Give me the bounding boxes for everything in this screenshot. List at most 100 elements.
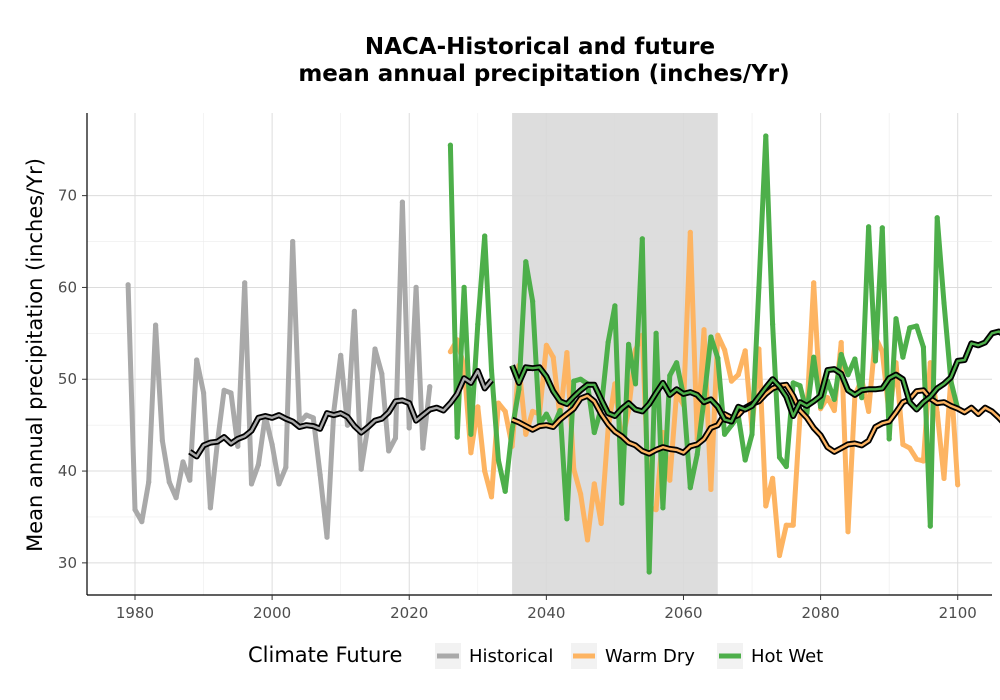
series-point-hot-wet [941, 300, 947, 306]
series-point-warm-dry [564, 350, 570, 356]
series-point-hot-wet [557, 407, 563, 414]
series-point-historical [276, 481, 282, 487]
series-point-hot-wet [907, 325, 913, 331]
series-point-hot-wet [447, 142, 453, 148]
series-point-historical [187, 477, 193, 483]
series-point-warm-dry [824, 395, 831, 401]
series-point-historical [201, 390, 207, 396]
series-point-historical [338, 352, 344, 358]
series-point-hot-wet [914, 323, 920, 329]
series-point-historical [392, 435, 399, 441]
series-point-warm-dry [900, 441, 906, 447]
series-point-hot-wet [461, 284, 467, 290]
series-point-hot-wet [872, 358, 879, 364]
legend-label-hot-wet: Hot Wet [751, 646, 823, 667]
x-tick-label: 2020 [390, 604, 428, 622]
series-point-historical [413, 284, 419, 290]
series-point-historical [153, 322, 159, 328]
y-tick-label: 70 [58, 187, 77, 205]
series-point-warm-dry [914, 456, 920, 462]
series-point-hot-wet [571, 378, 577, 384]
series-point-historical [317, 472, 323, 478]
series-point-warm-dry [667, 477, 673, 483]
y-tick-label: 40 [58, 462, 77, 480]
series-point-hot-wet [612, 303, 618, 309]
series-point-hot-wet [475, 321, 481, 327]
series-point-warm-dry [543, 342, 550, 348]
series-point-historical [283, 464, 289, 470]
series-point-warm-dry [831, 407, 837, 414]
series-point-warm-dry [790, 522, 796, 528]
x-tick-label: 2040 [527, 604, 565, 622]
series-point-historical [358, 466, 364, 472]
series-point-warm-dry [715, 332, 721, 338]
series-point-hot-wet [776, 454, 783, 460]
series-point-historical [242, 280, 248, 286]
series-point-warm-dry [735, 372, 741, 378]
series-point-historical [125, 282, 131, 288]
legend-label-historical: Historical [469, 646, 553, 667]
series-point-hot-wet [783, 463, 789, 470]
series-point-warm-dry [907, 445, 913, 451]
series-point-hot-wet [756, 284, 762, 290]
series-point-warm-dry [530, 408, 536, 414]
chart-title-line2: mean annual precipitation (inches/Yr) [298, 61, 789, 87]
y-tick-label: 50 [58, 370, 77, 388]
series-point-hot-wet [770, 321, 776, 327]
series-point-historical [427, 384, 433, 390]
series-point-warm-dry [482, 468, 488, 474]
series-point-hot-wet [626, 341, 632, 347]
series-point-historical [399, 199, 405, 205]
series-point-warm-dry [934, 409, 940, 415]
series-point-warm-dry [783, 522, 789, 528]
series-point-warm-dry [578, 491, 584, 497]
series-point-warm-dry [920, 458, 927, 464]
series-point-warm-dry [811, 280, 817, 286]
legend-label-warm-dry: Warm Dry [605, 646, 695, 667]
series-point-hot-wet [763, 133, 769, 139]
series-point-hot-wet [893, 316, 899, 322]
series-point-warm-dry [955, 482, 961, 488]
series-point-hot-wet [488, 367, 495, 373]
series-point-hot-wet [454, 434, 460, 440]
series-point-historical [324, 534, 330, 540]
series-point-hot-wet [886, 436, 892, 442]
series-point-warm-dry [845, 529, 851, 535]
legend: Climate Future Historical Warm Dry Hot Wet [248, 643, 823, 669]
series-point-historical [173, 495, 179, 501]
series-point-warm-dry [550, 354, 556, 360]
axes [86, 113, 992, 596]
series-point-warm-dry [475, 404, 481, 410]
y-axis-ticks: 30 40 50 60 70 [58, 187, 87, 572]
series-point-hot-wet [523, 259, 529, 265]
series-point-warm-dry [866, 408, 872, 414]
smoothed-series [188, 328, 1000, 460]
series-point-hot-wet [879, 225, 885, 231]
series-point-warm-dry [879, 349, 885, 355]
series-point-warm-dry [502, 408, 508, 414]
series-point-warm-dry [447, 349, 453, 355]
x-axis-ticks: 1980 2000 2020 2040 2060 2080 2100 [116, 595, 977, 622]
series-point-hot-wet [818, 404, 824, 410]
series-point-warm-dry [591, 481, 597, 487]
series-point-historical [207, 505, 213, 511]
series-point-historical [221, 387, 227, 393]
series-point-historical [290, 238, 296, 245]
series-point-hot-wet [516, 386, 522, 392]
series-point-historical [180, 459, 186, 465]
series-point-historical [146, 479, 152, 485]
y-axis-label: Mean annual precipitation (inches/Yr) [23, 158, 47, 552]
series-point-historical [159, 438, 165, 444]
smooth-line-hot-wet [510, 330, 1000, 423]
y-tick-label: 30 [58, 554, 77, 572]
series-point-hot-wet [564, 516, 570, 522]
series-point-historical [194, 357, 200, 363]
series-point-warm-dry [653, 507, 659, 513]
series-point-hot-wet [838, 351, 844, 358]
series-point-hot-wet [831, 396, 837, 402]
series-point-hot-wet [852, 356, 858, 362]
series-point-historical [248, 481, 255, 487]
series-point-warm-dry [687, 229, 693, 235]
series-point-warm-dry [523, 431, 529, 437]
series-point-warm-dry [488, 494, 495, 500]
